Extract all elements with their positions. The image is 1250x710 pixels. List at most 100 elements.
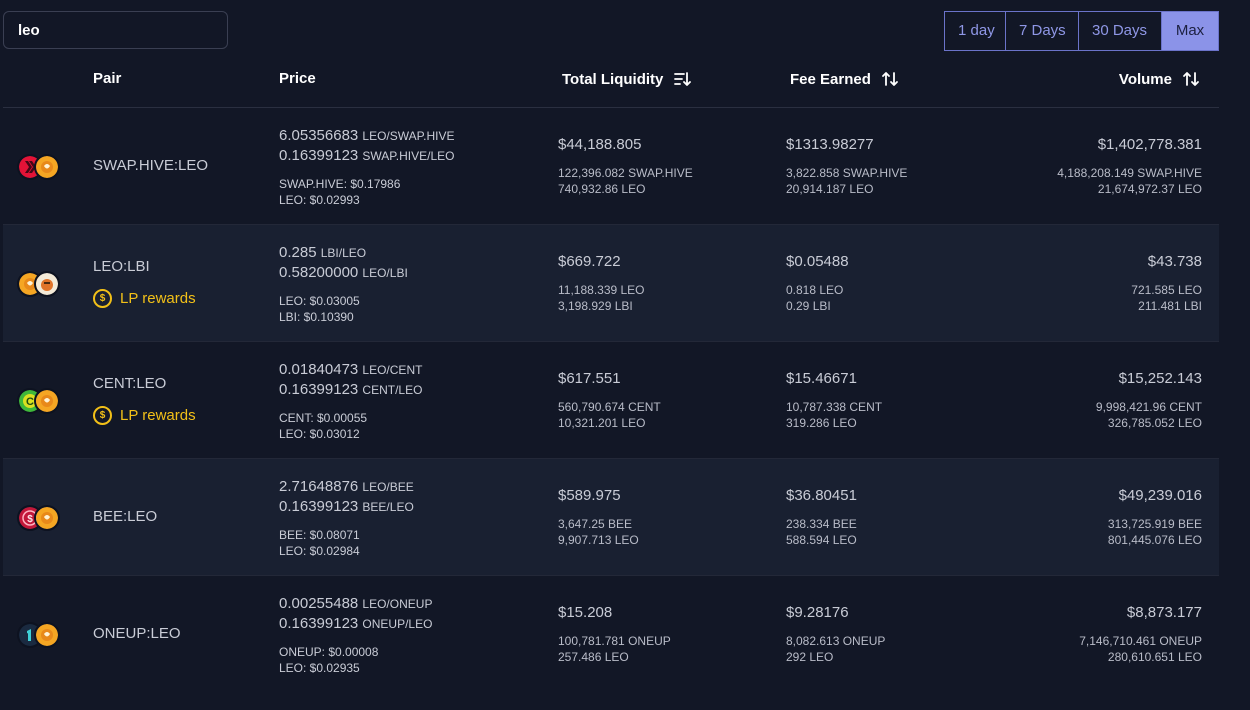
price-value: 0.16399123 bbox=[279, 147, 359, 164]
volume-total: $49,239.016 bbox=[1118, 487, 1202, 504]
pair-name[interactable]: ONEUP:LEO bbox=[93, 625, 181, 642]
table-row[interactable]: C CENT:LEO $ LP rewards 0.01840473 LEO/C… bbox=[3, 342, 1219, 459]
usd-price: SWAP.HIVE: $0.17986 bbox=[279, 177, 401, 191]
table-row[interactable]: $ BEE:LEO 2.71648876 LEO/BEE 0.16399123 … bbox=[3, 459, 1219, 576]
price-unit: SWAP.HIVE/LEO bbox=[362, 149, 455, 163]
volume-amount: 9,998,421.96 CENT bbox=[1095, 400, 1202, 414]
price-value: 0.16399123 bbox=[279, 381, 359, 398]
table-row[interactable]: SWAP.HIVE:LEO 6.05356683 LEO/SWAP.HIVE 0… bbox=[3, 108, 1219, 225]
price-unit: ONEUP/LEO bbox=[362, 617, 433, 631]
lbi-token-icon bbox=[34, 271, 60, 297]
price-line: 0.16399123 CENT/LEO bbox=[279, 380, 422, 400]
usd-price: LEO: $0.03012 bbox=[279, 427, 360, 441]
pair-name[interactable]: LEO:LBI bbox=[93, 258, 150, 275]
liquidity-column-header[interactable]: Total Liquidity bbox=[562, 70, 692, 88]
leo-token-icon bbox=[34, 154, 60, 180]
price-cell: 2.71648876 LEO/BEE 0.16399123 BEE/LEO BE… bbox=[279, 477, 414, 559]
volume-total: $43.738 bbox=[1147, 253, 1202, 270]
price-column-header: Price bbox=[279, 70, 316, 87]
volume-amount: 326,785.052 LEO bbox=[1107, 416, 1202, 430]
fee-amount: 20,914.187 LEO bbox=[786, 182, 874, 196]
price-value: 0.00255488 bbox=[279, 595, 359, 612]
leo-token-icon bbox=[34, 505, 60, 531]
fee-amount: 8,082.613 ONEUP bbox=[786, 634, 886, 648]
fee-amount: 588.594 LEO bbox=[786, 533, 857, 547]
dollar-coin-icon: $ bbox=[93, 289, 112, 308]
price-value: 0.58200000 bbox=[279, 264, 359, 281]
usd-price: ONEUP: $0.00008 bbox=[279, 645, 379, 659]
liquidity-amount: 257.486 LEO bbox=[558, 650, 629, 664]
lp-rewards-badge[interactable]: $ LP rewards bbox=[93, 406, 196, 425]
price-cell: 0.01840473 LEO/CENT 0.16399123 CENT/LEO … bbox=[279, 360, 422, 442]
fee-cell: $9.28176 8,082.613 ONEUP 292 LEO bbox=[786, 604, 885, 665]
liquidity-cell: $15.208 100,781.781 ONEUP 257.486 LEO bbox=[558, 604, 671, 665]
price-unit: CENT/LEO bbox=[362, 383, 423, 397]
pair-header-label: Pair bbox=[93, 70, 122, 87]
liquidity-cell: $669.722 11,188.339 LEO 3,198.929 LBI bbox=[558, 253, 645, 314]
price-line: 0.285 LBI/LEO bbox=[279, 243, 408, 263]
liquidity-amount: 3,647.25 BEE bbox=[558, 517, 633, 531]
price-header-label: Price bbox=[279, 70, 316, 87]
volume-column-header[interactable]: Volume bbox=[1119, 70, 1200, 88]
price-line: 6.05356683 LEO/SWAP.HIVE bbox=[279, 126, 454, 146]
sort-descending-icon[interactable] bbox=[673, 70, 692, 88]
price-line: 0.16399123 ONEUP/LEO bbox=[279, 614, 432, 634]
pair-cell: SWAP.HIVE:LEO bbox=[93, 157, 208, 174]
table-row[interactable]: LEO:LBI $ LP rewards 0.285 LBI/LEO 0.582… bbox=[3, 225, 1219, 342]
usd-price: BEE: $0.08071 bbox=[279, 528, 360, 542]
liquidity-amount: 122,396.082 SWAP.HIVE bbox=[558, 166, 693, 180]
period-max-button[interactable]: Max bbox=[1162, 12, 1218, 50]
fee-header-label: Fee Earned bbox=[790, 70, 871, 88]
dollar-coin-icon: $ bbox=[93, 406, 112, 425]
lp-rewards-badge[interactable]: $ LP rewards bbox=[93, 289, 196, 308]
pair-cell: BEE:LEO bbox=[93, 508, 157, 525]
price-line: 0.58200000 LEO/LBI bbox=[279, 263, 408, 283]
sort-icon[interactable] bbox=[1182, 70, 1200, 88]
fee-amount: 3,822.858 SWAP.HIVE bbox=[786, 166, 908, 180]
period-7-days-button[interactable]: 7 Days bbox=[1006, 12, 1079, 50]
volume-cell: $43.738 721.585 LEO 211.481 LBI bbox=[1131, 253, 1202, 314]
price-value: 6.05356683 bbox=[279, 127, 359, 144]
liquidity-amount: 3,198.929 LBI bbox=[558, 299, 633, 313]
usd-price: CENT: $0.00055 bbox=[279, 411, 368, 425]
pair-name[interactable]: SWAP.HIVE:LEO bbox=[93, 157, 209, 174]
pair-name[interactable]: CENT:LEO bbox=[93, 375, 167, 392]
liquidity-total: $669.722 bbox=[558, 253, 621, 270]
pair-icons bbox=[17, 622, 65, 648]
leo-token-icon bbox=[34, 388, 60, 414]
fee-amount: 0.29 LBI bbox=[786, 299, 831, 313]
sort-icon[interactable] bbox=[881, 70, 899, 88]
fee-cell: $1313.98277 3,822.858 SWAP.HIVE 20,914.1… bbox=[786, 136, 907, 197]
volume-cell: $8,873.177 7,146,710.461 ONEUP 280,610.6… bbox=[1079, 604, 1202, 665]
volume-header-label: Volume bbox=[1118, 70, 1172, 88]
volume-amount: 21,674,972.37 LEO bbox=[1097, 182, 1202, 196]
price-unit: LEO/ONEUP bbox=[362, 597, 433, 611]
price-line: 0.16399123 BEE/LEO bbox=[279, 497, 414, 517]
usd-price: LEO: $0.02984 bbox=[279, 544, 360, 558]
fee-cell: $36.80451 238.334 BEE 588.594 LEO bbox=[786, 487, 857, 548]
lp-rewards-label: LP rewards bbox=[120, 290, 196, 307]
pair-icons: C bbox=[17, 388, 65, 414]
volume-amount: 280,610.651 LEO bbox=[1107, 650, 1202, 664]
pair-name[interactable]: BEE:LEO bbox=[93, 508, 158, 525]
fee-cell: $0.05488 0.818 LEO 0.29 LBI bbox=[786, 253, 849, 314]
price-unit: LEO/SWAP.HIVE bbox=[362, 129, 455, 143]
period-1-day-button[interactable]: 1 day bbox=[945, 12, 1006, 50]
period-30-days-button[interactable]: 30 Days bbox=[1079, 12, 1162, 50]
volume-amount: 4,188,208.149 SWAP.HIVE bbox=[1057, 166, 1202, 180]
liquidity-amount: 100,781.781 ONEUP bbox=[558, 634, 671, 648]
pair-cell: LEO:LBI $ LP rewards bbox=[93, 258, 196, 308]
fee-column-header[interactable]: Fee Earned bbox=[790, 70, 899, 88]
volume-total: $1,402,778.381 bbox=[1097, 136, 1202, 153]
price-unit: LBI/LEO bbox=[320, 246, 367, 260]
fee-total: $1313.98277 bbox=[786, 136, 874, 153]
liquidity-cell: $44,188.805 122,396.082 SWAP.HIVE 740,93… bbox=[558, 136, 693, 197]
table-row[interactable]: ONEUP:LEO 0.00255488 LEO/ONEUP 0.1639912… bbox=[3, 576, 1219, 692]
fee-total: $0.05488 bbox=[786, 253, 849, 270]
table-header: Pair Price Total Liquidity Fee Earned Vo… bbox=[3, 58, 1219, 108]
price-value: 0.285 bbox=[279, 244, 317, 261]
price-line: 0.16399123 SWAP.HIVE/LEO bbox=[279, 146, 454, 166]
price-value: 0.01840473 bbox=[279, 361, 359, 378]
volume-cell: $49,239.016 313,725.919 BEE 801,445.076 … bbox=[1108, 487, 1202, 548]
search-input[interactable] bbox=[3, 11, 228, 49]
